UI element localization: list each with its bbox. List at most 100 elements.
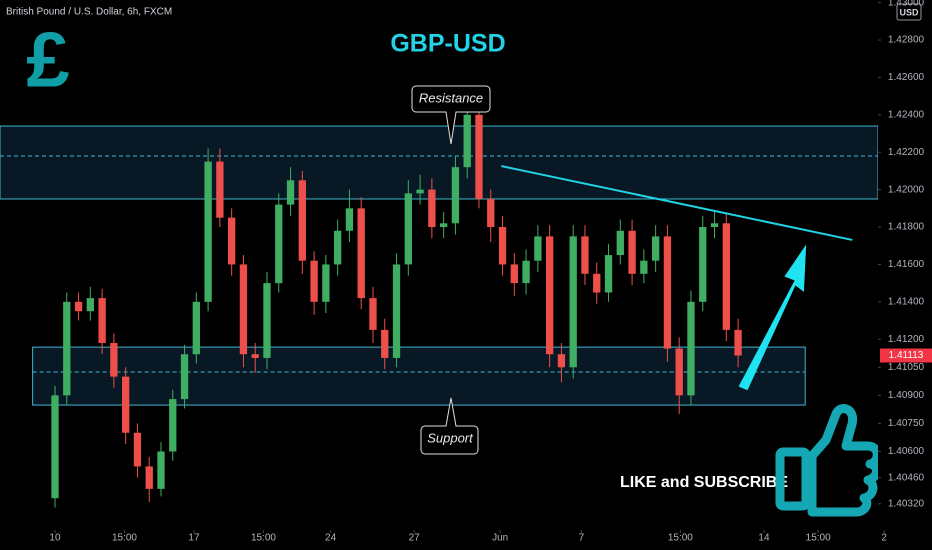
candle-body <box>51 395 59 499</box>
candle-body <box>522 260 530 284</box>
thumb-cuff <box>775 447 811 511</box>
candle-body <box>369 298 377 330</box>
y-tick-label: 1.41200 <box>888 334 925 345</box>
up-arrow <box>738 244 807 391</box>
candle-body <box>122 376 130 433</box>
y-tick-label: 1.40600 <box>888 446 925 457</box>
candle-body <box>169 399 177 452</box>
y-tick-label: 1.41800 <box>888 222 925 233</box>
x-tick-label: 10 <box>49 533 61 544</box>
y-tick-label: 1.42400 <box>888 109 925 120</box>
currency-label: USD <box>899 7 919 17</box>
x-tick-label: 27 <box>409 533 421 544</box>
x-tick-label: 24 <box>325 533 337 544</box>
candle-body <box>581 236 589 274</box>
x-tick-label: 17 <box>188 533 200 544</box>
candle-body <box>192 301 200 355</box>
x-tick-label: 15:00 <box>251 533 276 544</box>
resistance-callout: Resistance <box>411 85 491 145</box>
y-tick-label: 1.42800 <box>888 35 925 46</box>
x-tick-label: 15:00 <box>806 533 831 544</box>
x-tick-label: 15:00 <box>112 533 137 544</box>
y-tick-label: 1.40460 <box>888 472 925 483</box>
callout-box <box>411 85 491 145</box>
candle-body <box>616 230 624 256</box>
candle-body <box>180 354 189 400</box>
candle-body <box>475 114 483 199</box>
candle-body <box>133 432 142 467</box>
y-tick-label: 1.42600 <box>888 72 925 83</box>
candle-body <box>334 230 342 265</box>
candle-body <box>74 301 83 312</box>
x-tick-label: Jun <box>492 533 508 544</box>
y-tick-label: 1.40750 <box>888 418 925 429</box>
y-tick-label: 1.42000 <box>888 184 925 195</box>
candle-body <box>687 301 695 396</box>
candle-body <box>663 236 672 349</box>
x-tick-label: 14 <box>758 533 770 544</box>
candle-body <box>286 180 295 205</box>
candle-body <box>534 236 542 261</box>
candle-body <box>439 223 448 228</box>
candle-body <box>145 466 153 489</box>
candle-body <box>228 217 236 265</box>
candle-body <box>216 161 224 218</box>
y-tick-label: 1.40320 <box>888 498 925 509</box>
candle-body <box>699 227 707 302</box>
candle-body <box>734 329 742 356</box>
candle-body <box>110 342 118 377</box>
candle-body <box>157 451 165 489</box>
candle-body <box>251 354 259 358</box>
candle-body <box>463 114 471 168</box>
candle-body <box>345 208 354 231</box>
zone <box>0 125 879 200</box>
x-tick-label: 15:00 <box>668 533 693 544</box>
candle-body <box>545 236 554 355</box>
candle-body <box>357 208 365 299</box>
y-tick-label: 1.40900 <box>888 390 925 401</box>
pound-icon: £ <box>26 16 69 104</box>
candle-body <box>98 298 106 343</box>
candle-body <box>298 180 306 261</box>
candle-body <box>675 348 683 396</box>
trendline <box>501 165 853 241</box>
candle-body <box>569 236 577 368</box>
currency-box <box>896 3 922 21</box>
candle-body <box>63 301 71 396</box>
candle-body <box>204 161 212 302</box>
candle-body <box>604 255 613 293</box>
candle-body <box>416 189 424 194</box>
support-callout: Support <box>420 397 479 455</box>
symbol-label: British Pound / U.S. Dollar, 6h, FXCM <box>6 7 172 18</box>
cta-text: LIKE and SUBSCRIBE <box>620 474 788 491</box>
candle-body <box>557 354 566 368</box>
x-tick-label: 7 <box>579 533 585 544</box>
candle-body <box>651 236 660 261</box>
candle-body <box>392 264 401 358</box>
candle-body <box>322 264 330 302</box>
candle-body <box>498 227 507 265</box>
callout-text: Resistance <box>419 90 483 105</box>
price-axis-bg <box>878 0 932 532</box>
candle-body <box>722 223 730 330</box>
candle-body <box>86 298 94 312</box>
last-price-tag <box>880 348 932 363</box>
thumb-hand <box>807 404 882 517</box>
y-tick-label: 1.42200 <box>888 147 925 158</box>
candle-body <box>263 283 271 358</box>
callout-box <box>420 397 479 455</box>
candle-body <box>310 260 318 302</box>
candle-body <box>428 189 436 228</box>
callout-text: Support <box>427 430 474 445</box>
candle-body <box>275 204 283 284</box>
y-tick-label: 1.43000 <box>888 0 925 8</box>
x-tick-label: 2 <box>881 533 887 544</box>
candle-body <box>593 273 601 293</box>
candle-body <box>510 264 518 284</box>
last-price-label: 1.41113 <box>889 350 924 361</box>
candle-body <box>640 260 648 274</box>
chart-title: GBP-USD <box>390 30 505 58</box>
candle-body <box>239 264 248 355</box>
y-tick-label: 1.41050 <box>888 362 925 373</box>
